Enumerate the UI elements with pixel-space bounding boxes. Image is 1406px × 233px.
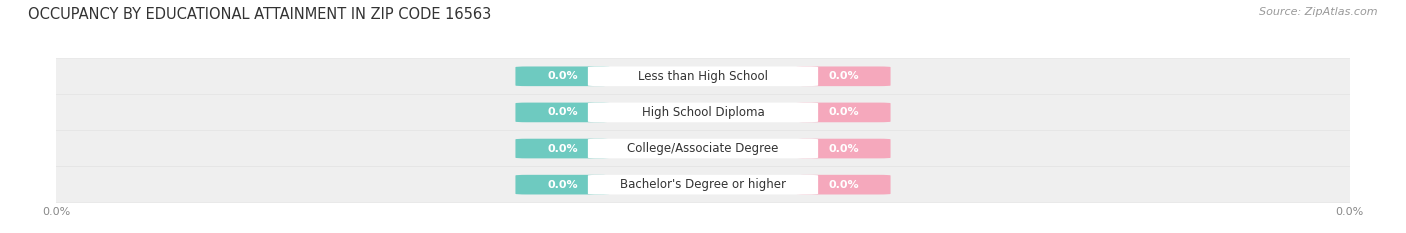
FancyBboxPatch shape (516, 66, 610, 86)
FancyBboxPatch shape (516, 175, 610, 195)
FancyBboxPatch shape (44, 58, 1362, 94)
Text: 0.0%: 0.0% (547, 71, 578, 81)
FancyBboxPatch shape (796, 103, 890, 122)
Text: 0.0%: 0.0% (828, 107, 859, 117)
FancyBboxPatch shape (44, 94, 1362, 130)
Text: Source: ZipAtlas.com: Source: ZipAtlas.com (1260, 7, 1378, 17)
Text: 0.0%: 0.0% (828, 71, 859, 81)
Text: College/Associate Degree: College/Associate Degree (627, 142, 779, 155)
FancyBboxPatch shape (796, 66, 890, 86)
FancyBboxPatch shape (796, 139, 890, 158)
FancyBboxPatch shape (796, 175, 890, 195)
Text: 0.0%: 0.0% (828, 180, 859, 190)
FancyBboxPatch shape (516, 139, 610, 158)
FancyBboxPatch shape (44, 167, 1362, 203)
FancyBboxPatch shape (588, 66, 818, 86)
Text: 0.0%: 0.0% (547, 180, 578, 190)
FancyBboxPatch shape (588, 103, 818, 122)
Text: 0.0%: 0.0% (547, 107, 578, 117)
FancyBboxPatch shape (516, 103, 610, 122)
Text: Less than High School: Less than High School (638, 70, 768, 83)
Text: High School Diploma: High School Diploma (641, 106, 765, 119)
Text: 0.0%: 0.0% (547, 144, 578, 154)
FancyBboxPatch shape (588, 175, 818, 195)
FancyBboxPatch shape (44, 130, 1362, 167)
FancyBboxPatch shape (588, 139, 818, 158)
Text: OCCUPANCY BY EDUCATIONAL ATTAINMENT IN ZIP CODE 16563: OCCUPANCY BY EDUCATIONAL ATTAINMENT IN Z… (28, 7, 491, 22)
Text: Bachelor's Degree or higher: Bachelor's Degree or higher (620, 178, 786, 191)
Text: 0.0%: 0.0% (828, 144, 859, 154)
